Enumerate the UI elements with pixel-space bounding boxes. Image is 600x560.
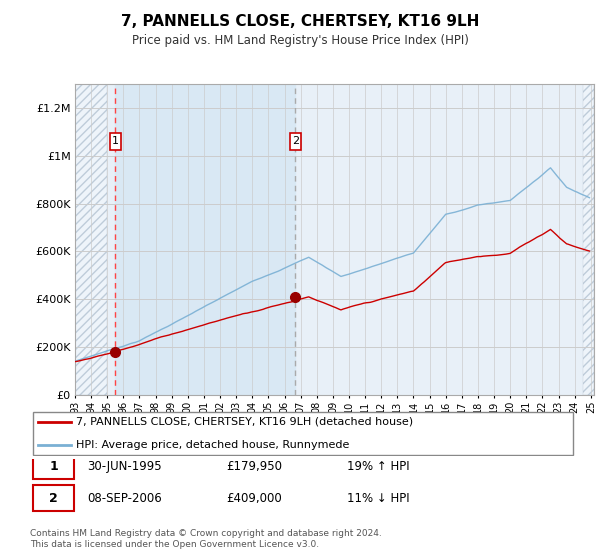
FancyBboxPatch shape — [33, 452, 74, 478]
Text: 19% ↑ HPI: 19% ↑ HPI — [347, 460, 409, 473]
Text: £179,950: £179,950 — [227, 460, 283, 473]
Text: 2: 2 — [49, 492, 58, 505]
Bar — [75, 84, 107, 395]
Text: Price paid vs. HM Land Registry's House Price Index (HPI): Price paid vs. HM Land Registry's House … — [131, 34, 469, 46]
FancyBboxPatch shape — [110, 133, 121, 150]
Bar — [583, 84, 594, 395]
Text: £409,000: £409,000 — [227, 492, 283, 505]
FancyBboxPatch shape — [33, 485, 74, 511]
Text: 30-JUN-1995: 30-JUN-1995 — [88, 460, 162, 473]
Text: 1: 1 — [112, 137, 119, 146]
Text: Contains HM Land Registry data © Crown copyright and database right 2024.
This d: Contains HM Land Registry data © Crown c… — [30, 529, 382, 549]
Text: 7, PANNELLS CLOSE, CHERTSEY, KT16 9LH: 7, PANNELLS CLOSE, CHERTSEY, KT16 9LH — [121, 14, 479, 29]
Bar — [75, 84, 107, 395]
Text: 7, PANNELLS CLOSE, CHERTSEY, KT16 9LH (detached house): 7, PANNELLS CLOSE, CHERTSEY, KT16 9LH (d… — [76, 417, 413, 427]
Text: HPI: Average price, detached house, Runnymede: HPI: Average price, detached house, Runn… — [76, 440, 350, 450]
Text: 1: 1 — [49, 460, 58, 473]
FancyBboxPatch shape — [33, 412, 573, 455]
Text: 08-SEP-2006: 08-SEP-2006 — [88, 492, 162, 505]
Bar — [115, 84, 295, 395]
Text: 11% ↓ HPI: 11% ↓ HPI — [347, 492, 409, 505]
FancyBboxPatch shape — [290, 133, 301, 150]
Text: 2: 2 — [292, 137, 299, 146]
Bar — [583, 84, 594, 395]
